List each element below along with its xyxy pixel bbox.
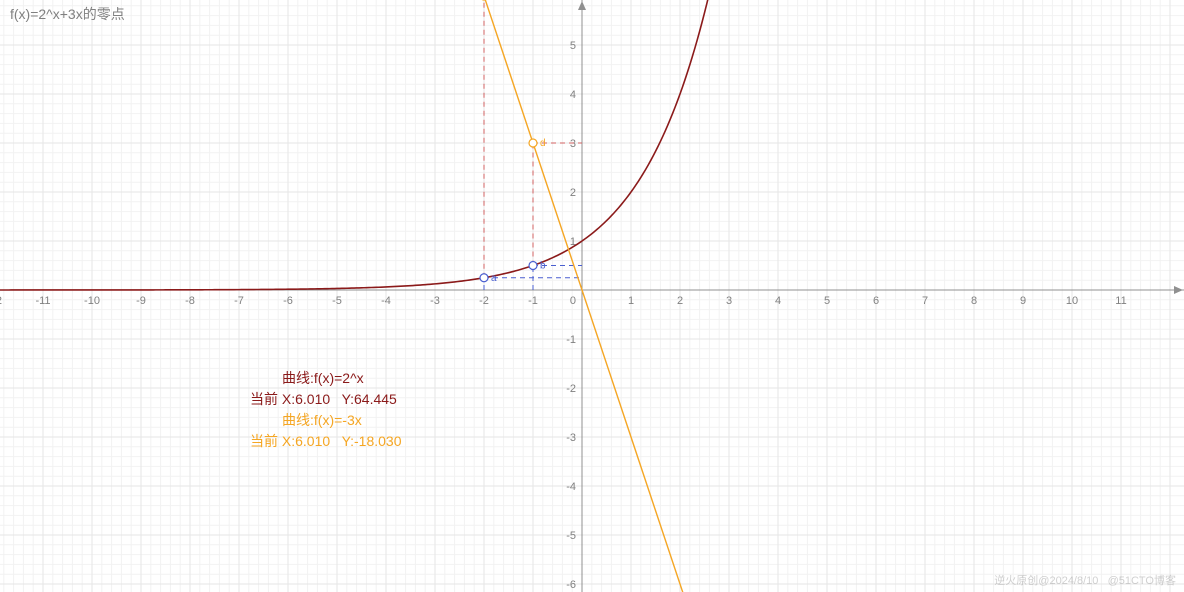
curve-exp [0, 0, 717, 290]
readout-line-0: 曲线:f(x)=2^x [250, 368, 402, 389]
svg-text:-12: -12 [0, 295, 2, 307]
cursor-readout-panel: 曲线:f(x)=2^x当前 X:6.010 Y:64.445曲线:f(x)=-3… [250, 368, 402, 452]
point-label-c: c [491, 0, 496, 2]
svg-text:4: 4 [570, 89, 576, 101]
svg-text:11: 11 [1115, 295, 1126, 307]
svg-text:-7: -7 [234, 295, 244, 307]
svg-text:-9: -9 [136, 295, 146, 307]
svg-text:-11: -11 [35, 295, 50, 307]
svg-text:-5: -5 [332, 295, 342, 307]
svg-text:-5: -5 [566, 530, 576, 542]
svg-text:10: 10 [1066, 295, 1078, 307]
svg-text:1: 1 [628, 295, 634, 307]
svg-text:-3: -3 [566, 432, 576, 444]
svg-text:2: 2 [570, 187, 576, 199]
svg-text:-3: -3 [430, 295, 440, 307]
svg-text:7: 7 [922, 295, 928, 307]
grid [0, 0, 1184, 592]
svg-text:5: 5 [570, 40, 576, 52]
svg-text:3: 3 [726, 295, 732, 307]
readout-line-3: 当前 X:6.010 Y:-18.030 [250, 431, 402, 452]
svg-text:4: 4 [775, 295, 781, 307]
svg-text:3: 3 [570, 138, 576, 150]
svg-text:-8: -8 [185, 295, 195, 307]
function-plot: -12-11-10-9-8-7-6-5-4-3-2-11234567891011… [0, 0, 1184, 592]
svg-text:-10: -10 [84, 295, 100, 307]
svg-text:-2: -2 [479, 295, 489, 307]
point-label-d: d [540, 138, 546, 149]
svg-text:-1: -1 [528, 295, 538, 307]
svg-text:9: 9 [1020, 295, 1026, 307]
curve-line [0, 0, 1170, 592]
point-label-b: b [540, 261, 546, 272]
svg-text:2: 2 [677, 295, 683, 307]
point-d [529, 139, 537, 147]
svg-text:-1: -1 [566, 334, 576, 346]
tick-labels: -12-11-10-9-8-7-6-5-4-3-2-11234567891011… [0, 40, 1127, 591]
curves [0, 0, 1170, 592]
svg-text:-6: -6 [283, 295, 293, 307]
svg-text:-4: -4 [381, 295, 391, 307]
svg-text:-6: -6 [566, 579, 576, 591]
readout-line-2: 曲线:f(x)=-3x [250, 410, 402, 431]
svg-text:0: 0 [570, 295, 576, 307]
point-a [480, 274, 488, 282]
plot-title: f(x)=2^x+3x的零点 [10, 4, 125, 24]
svg-text:8: 8 [971, 295, 977, 307]
watermark-text: 逆火原创@2024/8/10 @51CTO博客 [994, 572, 1176, 588]
point-label-a: a [491, 273, 497, 284]
point-b [529, 262, 537, 270]
svg-text:5: 5 [824, 295, 830, 307]
svg-text:6: 6 [873, 295, 879, 307]
readout-line-1: 当前 X:6.010 Y:64.445 [250, 389, 402, 410]
svg-text:-2: -2 [566, 383, 576, 395]
svg-text:-4: -4 [566, 481, 576, 493]
